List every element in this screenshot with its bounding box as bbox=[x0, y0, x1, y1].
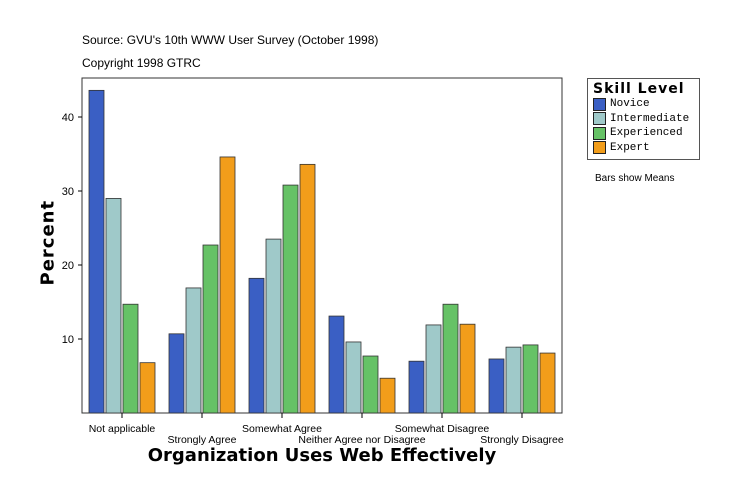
y-tick-label: 40 bbox=[62, 112, 74, 124]
legend-swatch bbox=[593, 112, 606, 126]
bar-intermediate bbox=[345, 341, 362, 414]
legend-item-experienced: Experienced bbox=[593, 126, 699, 141]
y-tick-label: 30 bbox=[62, 186, 74, 198]
bar-experienced bbox=[202, 244, 219, 414]
x-tick-label: Strongly Disagree bbox=[480, 434, 564, 446]
x-tick-label: Somewhat Disagree bbox=[395, 423, 490, 435]
bar-intermediate bbox=[505, 346, 522, 414]
bar-novice bbox=[488, 358, 505, 414]
bar-intermediate bbox=[185, 287, 202, 414]
bar-novice bbox=[88, 89, 105, 414]
bar-experienced bbox=[442, 303, 459, 414]
bar-intermediate bbox=[425, 324, 442, 414]
bar-intermediate bbox=[105, 197, 122, 414]
bar-expert bbox=[379, 377, 396, 414]
x-tick-label: Somewhat Agree bbox=[242, 423, 322, 435]
bars-note: Bars show Means bbox=[595, 173, 675, 184]
legend-label: Experienced bbox=[610, 127, 683, 140]
bar-expert bbox=[459, 323, 476, 414]
legend: Skill Level Novice Intermediate Experien… bbox=[587, 78, 700, 160]
bar-experienced bbox=[522, 344, 539, 414]
legend-label: Novice bbox=[610, 98, 650, 111]
copyright-text: Copyright 1998 GTRC bbox=[82, 56, 201, 70]
legend-swatch bbox=[593, 126, 606, 140]
x-tick-label: Strongly Agree bbox=[168, 434, 237, 446]
bar-expert bbox=[139, 362, 156, 414]
bar-experienced bbox=[282, 184, 299, 414]
bar-intermediate bbox=[265, 238, 282, 414]
bar-novice bbox=[328, 315, 345, 414]
bar-expert bbox=[219, 156, 236, 414]
y-axis-label: Percent bbox=[37, 199, 59, 286]
legend-label: Expert bbox=[610, 141, 650, 154]
x-tick-label: Not applicable bbox=[89, 423, 156, 435]
legend-swatch bbox=[593, 97, 606, 111]
x-tick-label: Neither Agree nor Disagree bbox=[298, 434, 425, 446]
y-tick-label: 10 bbox=[62, 334, 74, 346]
bar-novice bbox=[408, 360, 425, 414]
source-text: Source: GVU's 10th WWW User Survey (Octo… bbox=[82, 33, 379, 47]
y-tick-label: 20 bbox=[62, 260, 74, 272]
legend-item-intermediate: Intermediate bbox=[593, 112, 699, 127]
legend-title: Skill Level bbox=[593, 81, 685, 97]
legend-item-novice: Novice bbox=[593, 97, 699, 112]
plot-area bbox=[81, 77, 563, 414]
x-axis-label: Organization Uses Web Effectively bbox=[147, 445, 497, 466]
bar-novice bbox=[168, 333, 185, 414]
legend-swatch bbox=[593, 141, 606, 155]
legend-label: Intermediate bbox=[610, 112, 690, 125]
bar-novice bbox=[248, 277, 265, 414]
bar-expert bbox=[539, 352, 556, 414]
legend-item-expert: Expert bbox=[593, 141, 699, 156]
bar-experienced bbox=[362, 355, 379, 414]
bar-experienced bbox=[122, 303, 139, 414]
bar-expert bbox=[299, 163, 316, 414]
